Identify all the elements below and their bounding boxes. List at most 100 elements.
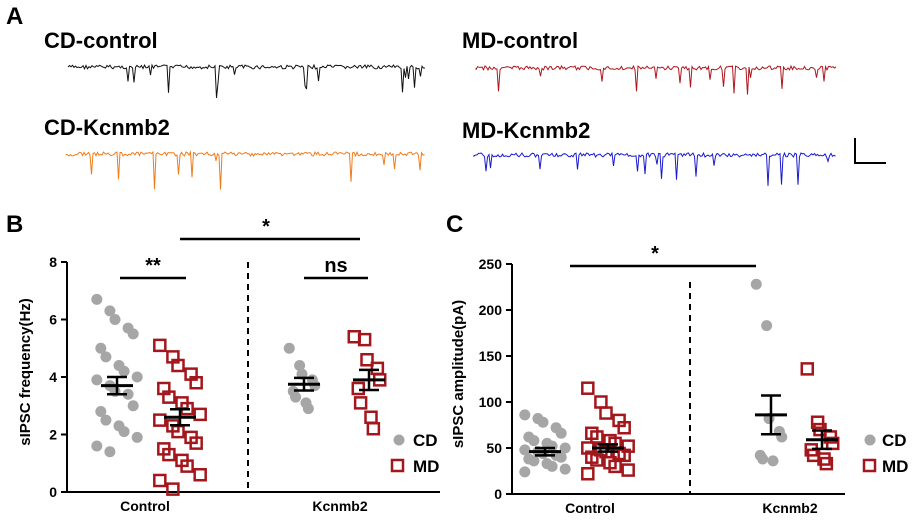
legend-md-marker-c [862,458,877,473]
point-md-kcnmb2 [351,381,366,396]
point-md-control [153,413,167,427]
point-cd-control [127,328,139,340]
point-cd-kcnmb2 [757,453,769,465]
y-tick-label: 100 [479,394,503,410]
panel-letter-c: C [446,211,463,238]
point-cd-control [91,440,103,452]
x-tick-control: Control [120,498,170,514]
trace-1 [475,64,837,95]
y-axis-title-amplitude: sIPSC amplitude(pA) [450,300,467,448]
point-cd-control [559,463,571,475]
point-md-kcnmb2 [357,332,372,347]
legend-cd-marker-c [864,434,876,446]
y-tick-label: 50 [486,440,502,456]
trace-label-md-kcnmb2: MD-Kcnmb2 [462,118,590,143]
point-md-control [590,430,604,444]
point-md-control [594,395,608,409]
point-md-kcnmb2 [819,456,834,471]
point-md-control [617,421,631,435]
point-cd-kcnmb2 [294,360,306,371]
point-cd-kcnmb2 [750,278,762,290]
point-cd-control [519,409,531,421]
point-cd-control [91,293,103,305]
point-md-control [193,468,207,482]
point-md-control [153,473,167,488]
panel-letter-a: A [6,3,23,30]
point-cd-control [127,400,139,412]
point-md-control [581,381,595,395]
point-md-control [180,459,194,473]
point-md-control [621,439,635,453]
sig-label-control: ** [145,255,161,277]
x-tick-control-c: Control [565,500,615,516]
point-cd-control [104,305,116,317]
point-md-control [189,376,203,390]
point-cd-control [100,351,112,363]
y-tick-label: 0 [494,486,502,502]
legend-cd-label: CD [413,431,438,450]
point-cd-kcnmb2 [302,403,314,415]
point-md-kcnmb2 [800,362,815,376]
legend-md-label-c: MD [882,457,908,476]
y-tick-label: 2 [49,427,57,443]
sig-label-amplitude: * [651,243,659,265]
point-cd-kcnmb2 [290,391,302,403]
point-cd-control [528,455,540,467]
point-cd-control [118,426,130,438]
x-tick-kcnmb2-c: Kcnmb2 [762,500,817,516]
point-cd-control [528,435,540,447]
trace-label-md-control: MD-control [462,28,578,53]
y-tick-label: 250 [479,256,503,272]
point-md-control [621,463,635,477]
trace-3 [473,151,836,186]
legend-md-label: MD [413,457,439,476]
point-md-control [193,407,207,422]
point-cd-control [559,442,571,454]
point-cd-control [95,406,107,417]
point-md-kcnmb2 [366,422,381,436]
legend-cd-label-c: CD [882,431,907,450]
point-md-kcnmb2 [810,415,825,429]
point-cd-control [104,446,116,458]
legend-cd-marker [393,434,405,446]
point-md-control [189,436,203,450]
sig-label-groups: * [262,216,270,238]
points-amplitude [519,278,840,481]
y-ticks-frequency: 0 2 4 6 8 [49,254,67,500]
point-cd-control [118,365,130,377]
point-md-control [599,406,613,420]
trace-2 [65,150,425,190]
point-cd-control [537,416,549,428]
point-cd-control [131,431,143,443]
point-md-kcnmb2 [825,436,840,451]
point-md-control [171,358,185,373]
chart-frequency: sIPSC frequency(Hz) Control Kcnmb2 0 2 4 6 8… [17,216,440,514]
legend-md-marker [390,458,405,473]
y-tick-label: 0 [49,484,57,500]
y-axis-title-frequency: sIPSC frequency(Hz) [17,298,34,446]
point-md-control [162,390,176,404]
sig-label-kcnmb2: ns [324,255,347,277]
points-frequency [91,293,387,496]
point-cd-kcnmb2 [761,320,773,332]
trace-0 [67,63,426,98]
point-md-control [590,453,604,467]
point-cd-control [95,342,107,354]
point-cd-control [91,374,103,386]
ipsc-traces [65,63,837,190]
point-md-control [166,482,180,496]
point-cd-control [546,460,558,472]
trace-label-cd-kcnmb2: CD-Kcnmb2 [44,115,170,140]
y-tick-label: 200 [479,302,503,318]
y-tick-label: 8 [49,254,57,270]
point-md-control [153,338,167,353]
x-tick-kcnmb2: Kcnmb2 [312,498,367,514]
point-cd-control [109,314,121,325]
point-md-kcnmb2 [364,410,378,424]
point-cd-control [555,451,567,463]
y-ticks-amplitude: 0 50 100 150 200 250 [479,256,512,502]
chart-amplitude: sIPSC amplitude(pA) Control Kcnmb2 0 50 10… [450,243,908,516]
point-md-control [608,459,622,474]
point-cd-kcnmb2 [767,455,779,467]
